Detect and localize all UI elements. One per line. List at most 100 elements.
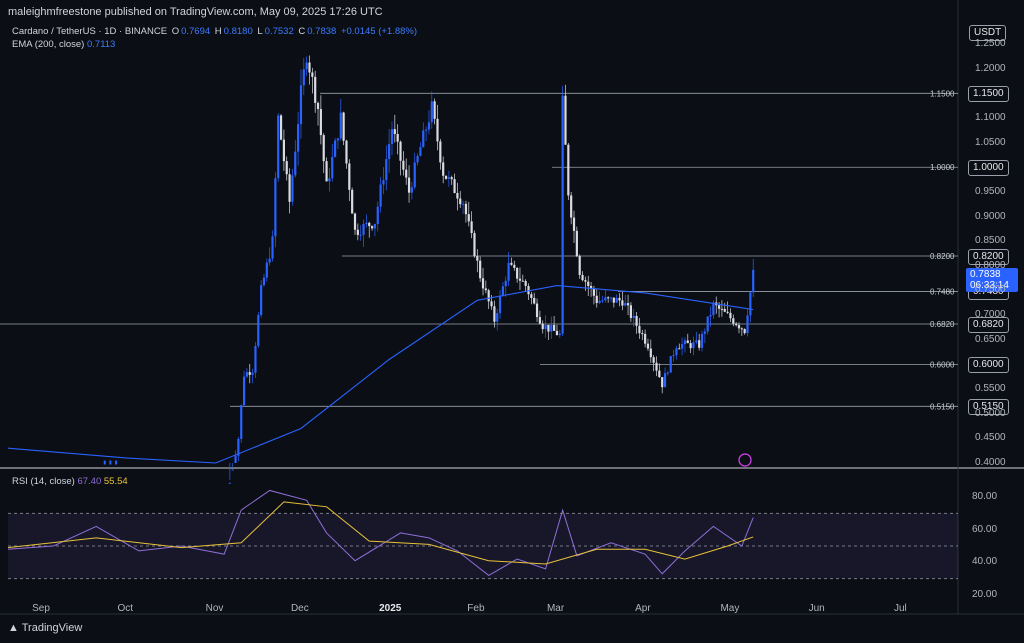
candle-body [257,314,260,347]
ema-legend[interactable]: EMA (200, close) 0.7113 [12,39,115,50]
candle-body [231,469,234,471]
candle-body [376,206,379,225]
candle-body [720,308,724,310]
candle-body [461,203,465,205]
candle-body [655,362,658,371]
candle-body [686,340,689,344]
level-axis-label: 0.6820 [968,316,1009,333]
candle-body [638,325,641,334]
candle-body [339,112,342,139]
candle-body [547,324,550,332]
tradingview-logo-icon: ▲ [8,622,19,634]
candle-body [501,286,505,296]
candle-body [632,315,635,318]
candle-body [242,376,246,406]
candle-body [487,290,490,302]
brand-name: TradingView [21,622,83,634]
candle-body [362,223,365,235]
candle-body [368,222,371,227]
candle-body [328,178,331,182]
price-tick: 0.7500 [975,284,1006,296]
price-tick: 0.8000 [975,259,1006,271]
level-axis-label: 1.1500 [968,86,1009,103]
last-price: 0.7838 [970,269,1001,280]
candle-body [521,280,524,282]
currency-button[interactable]: USDT [969,25,1007,41]
candle-body [555,330,559,336]
candle-body [575,230,578,257]
candle-body [584,280,587,282]
tradingview-logo[interactable]: ▲ TradingView [8,622,82,634]
candle-body [649,348,652,358]
price-tick: 0.9000 [975,210,1006,222]
candle-body [308,62,311,73]
candle-body [103,460,106,465]
candle-body [285,161,288,175]
rsi-legend[interactable]: RSI (14, close) 67.40 55.54 [12,476,128,487]
candle-body [388,144,391,160]
candle-body [479,260,482,279]
candle-body [299,85,303,125]
last-price-tag: 0.7838 06:33:14 [966,268,1018,292]
candle-body [553,325,556,331]
rsi-value: 67.40 [77,476,102,487]
level-axis-label: 1.0000 [968,160,1009,177]
candle-body [658,370,661,378]
time-tick: Mar [546,603,565,614]
close-label: C [298,26,306,37]
price-tick: 0.6500 [975,333,1006,345]
publisher-line: maleighmfreestone published on TradingVi… [8,6,383,18]
candle-body [513,264,516,268]
candle-body [749,292,752,316]
candle-body [481,278,485,289]
candle-body [359,234,362,236]
candle-body [587,281,590,286]
candle-body [533,297,536,304]
candle-body [396,133,399,142]
candle-body [382,180,385,185]
price-tick: 0.4000 [975,457,1006,468]
candle-body [527,285,530,295]
time-tick: May [720,603,740,614]
candle-body [277,115,280,179]
candle-body [311,72,314,77]
time-tick: Jul [893,603,907,614]
candle-body [672,355,675,357]
price-tick: 0.7000 [975,309,1006,321]
candle-body [621,300,624,306]
level-inline-label: 0.6820 [930,320,955,329]
candle-body [351,189,354,214]
low-label: L [257,26,263,37]
candle-body [484,288,487,291]
candle-body [663,373,667,388]
candle-body [356,229,359,235]
candle-body [598,300,601,303]
level-inline-label: 0.8200 [930,252,955,261]
candle-body [564,95,567,145]
candle-body [251,372,254,375]
candle-body [644,333,647,344]
candle-body [607,297,610,299]
ema-200-line [7,284,754,464]
low-value: 0.7532 [264,26,294,37]
candle-body [385,159,388,181]
candle-body [700,333,704,348]
symbol-title[interactable]: Cardano / TetherUS · 1D · BINANCE [12,26,168,37]
candle-body [752,269,755,293]
time-tick: Dec [290,603,309,614]
rsi-tick: 40.00 [972,556,998,568]
high-value: 0.8180 [223,26,253,37]
price-tick: 0.8500 [975,235,1006,247]
candle-body [726,311,729,313]
candle-body [248,372,251,375]
candle-body [365,222,368,224]
candle-body [581,274,584,281]
candle-body [288,174,291,202]
candle-body [268,258,271,263]
rsi-ma-line [7,501,754,565]
time-tick: Nov [205,603,224,614]
candle-body [325,161,328,182]
candle-body [399,141,402,161]
